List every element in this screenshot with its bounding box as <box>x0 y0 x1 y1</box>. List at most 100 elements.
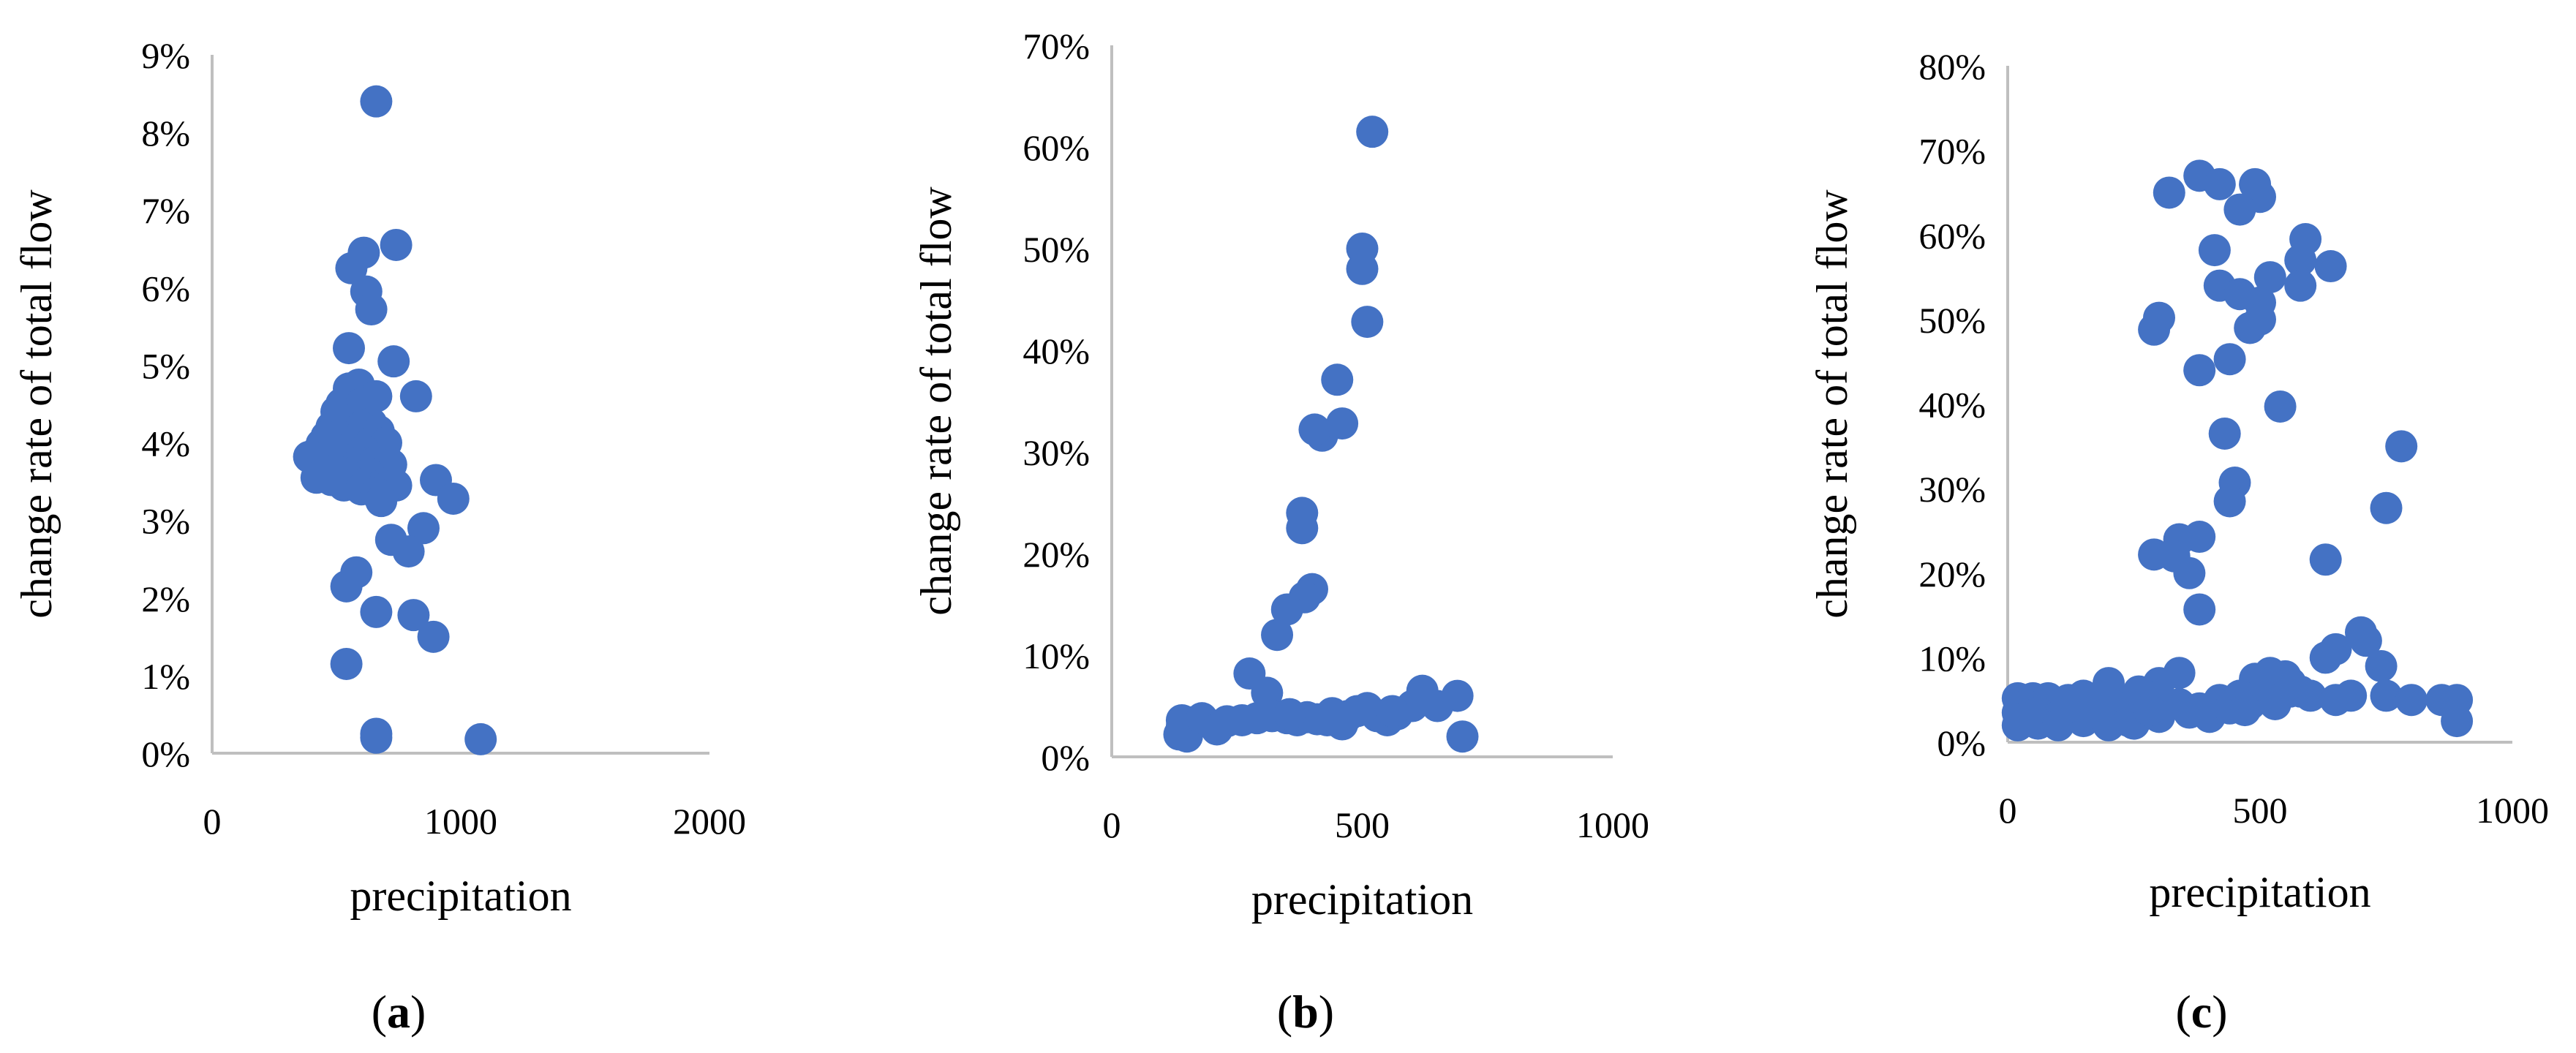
data-point <box>2183 521 2216 554</box>
data-point <box>2234 312 2267 344</box>
data-point <box>360 721 393 754</box>
y-tick-label: 0% <box>1041 737 1090 778</box>
y-tick-label: 60% <box>1023 127 1090 168</box>
data-point <box>333 332 365 365</box>
y-tick-label: 10% <box>1023 635 1090 676</box>
data-point <box>2208 417 2241 450</box>
y-tick-label: 70% <box>1023 26 1090 67</box>
chart-panel-c: 0% 10% 20% 30% 40% 50% 60% 70% 80% 0 500 1000 precip… <box>1808 46 2549 1038</box>
y-tick-label: 6% <box>141 268 190 309</box>
y-tick-label: 7% <box>141 190 190 231</box>
panel-caption: (a) <box>372 986 426 1038</box>
data-point <box>1273 698 1306 731</box>
data-point <box>1346 252 1379 285</box>
data-point <box>2253 261 2286 294</box>
data-point <box>2213 343 2246 376</box>
data-point <box>2284 269 2317 302</box>
data-point <box>1321 363 1354 396</box>
data-point <box>2213 485 2246 518</box>
y-tick-label: 0% <box>141 733 190 774</box>
data-point <box>1261 619 1294 652</box>
data-point <box>2370 679 2403 712</box>
y-tick-label: 40% <box>1023 331 1090 371</box>
data-point <box>2133 694 2166 727</box>
data-point <box>2183 593 2216 626</box>
y-axis-title: change rate of total flow <box>912 186 960 616</box>
data-point <box>2229 694 2261 727</box>
y-tick-label: 30% <box>1918 469 1986 510</box>
data-point <box>2385 430 2418 463</box>
data-point <box>1326 708 1359 741</box>
data-point <box>2309 641 2342 674</box>
data-point <box>2314 250 2347 283</box>
data-point <box>1233 657 1266 690</box>
data-point <box>392 535 425 568</box>
data-point <box>2335 679 2368 712</box>
data-point <box>2395 684 2428 717</box>
data-point <box>1298 413 1331 446</box>
data-point <box>2138 313 2171 346</box>
panel-caption: (c) <box>2175 986 2227 1038</box>
chart-panel-b: 0% 10% 20% 30% 40% 50% 60% 70% 0 500 1000 precipita… <box>912 26 1649 1038</box>
data-point <box>360 380 393 412</box>
panel-caption: (b) <box>1277 986 1334 1038</box>
data-point <box>2173 556 2206 589</box>
data-point <box>2006 702 2039 735</box>
data-point <box>2349 624 2382 657</box>
data-point <box>2370 491 2403 524</box>
chart-panel-a: 0% 1% 2% 3% 4% 5% 6% 7% 8% 9% 0 1000 2000 precipitati… <box>12 35 746 1038</box>
data-point <box>397 599 430 632</box>
data-point <box>2223 193 2256 226</box>
x-axis-title: precipitation <box>1251 875 1473 924</box>
y-tick-label: 0% <box>1937 722 1986 763</box>
data-point <box>1446 720 1479 753</box>
data-point <box>399 380 432 412</box>
data-point <box>2052 690 2084 723</box>
data-point <box>464 722 497 755</box>
x-tick-label: 0 <box>1103 804 1121 845</box>
x-tick-label: 500 <box>2233 790 2288 831</box>
y-tick-label: 60% <box>1918 215 1986 256</box>
y-tick-label: 30% <box>1023 432 1090 473</box>
data-point <box>330 570 363 603</box>
data-point <box>360 85 393 118</box>
data-point <box>330 647 363 680</box>
x-tick-label: 500 <box>1335 804 1390 845</box>
data-point <box>2198 234 2231 267</box>
data-point <box>360 595 393 628</box>
y-tick-label: 5% <box>141 345 190 386</box>
y-tick-label: 8% <box>141 113 190 154</box>
x-axis-title: precipitation <box>2149 868 2370 916</box>
data-point <box>1351 306 1384 339</box>
data-point <box>2077 696 2110 729</box>
data-point <box>1376 695 1409 728</box>
y-tick-label: 1% <box>141 656 190 697</box>
y-tick-label: 70% <box>1918 131 1986 172</box>
y-tick-label: 20% <box>1023 534 1090 575</box>
x-axis-title: precipitation <box>350 872 571 920</box>
y-tick-label: 50% <box>1023 229 1090 270</box>
data-point <box>407 512 440 545</box>
y-tick-label: 3% <box>141 501 190 542</box>
y-tick-label: 20% <box>1918 554 1986 595</box>
data-point <box>335 252 368 284</box>
y-axis-title: change rate of total flow <box>12 189 61 619</box>
data-point <box>2365 649 2398 682</box>
data-point <box>2183 354 2216 387</box>
data-point <box>380 228 413 261</box>
data-point <box>2173 696 2206 729</box>
data-point <box>417 620 450 653</box>
data-point <box>2203 167 2236 200</box>
data-point <box>437 482 470 515</box>
y-tick-label: 80% <box>1918 46 1986 87</box>
x-tick-label: 2000 <box>673 801 746 842</box>
y-tick-label: 2% <box>141 578 190 619</box>
y-tick-label: 50% <box>1918 300 1986 341</box>
x-tick-label: 1000 <box>1576 804 1649 845</box>
data-point <box>1286 512 1319 545</box>
data-point <box>2309 543 2342 576</box>
y-tick-label: 40% <box>1918 385 1986 426</box>
data-point <box>1441 679 1474 712</box>
x-tick-label: 0 <box>203 801 222 842</box>
